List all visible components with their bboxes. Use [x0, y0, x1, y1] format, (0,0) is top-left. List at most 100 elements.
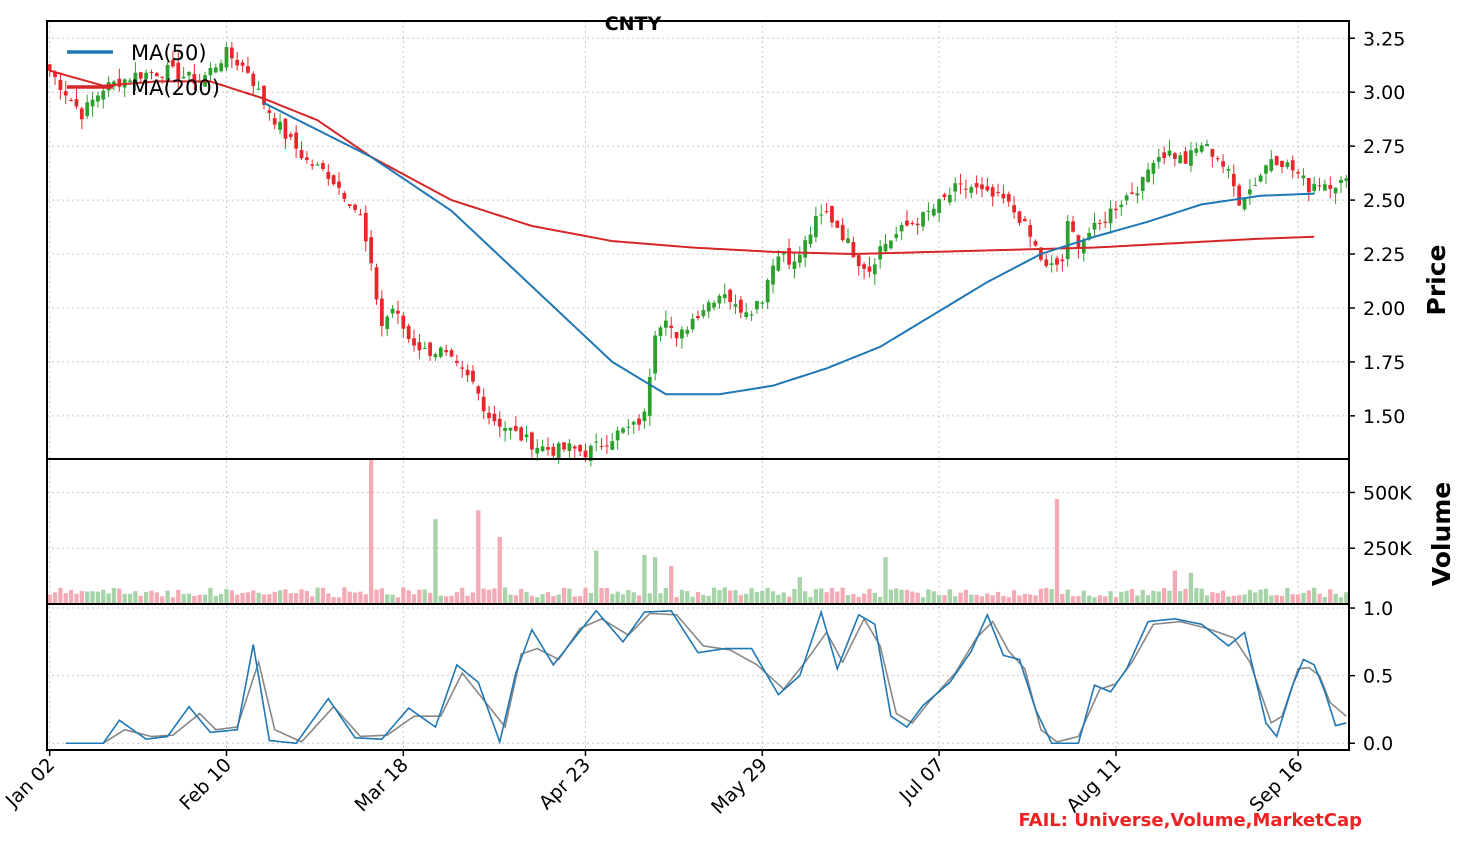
volume-bar [610, 593, 615, 604]
candle-body [658, 327, 663, 337]
volume-bar [352, 592, 358, 604]
candle-body [530, 432, 534, 450]
oscillator-y-tick-label: 0.0 [1363, 733, 1393, 755]
candle-body [899, 225, 904, 232]
candle-body [1108, 208, 1113, 224]
volume-bar [1145, 595, 1151, 604]
volume-bar [808, 597, 813, 604]
candle-body [85, 102, 90, 117]
candle-body [176, 62, 181, 80]
candle-body [1103, 221, 1108, 223]
candle-body [958, 183, 963, 185]
volume-bar [1092, 597, 1097, 604]
stoch-k-line [65, 609, 1347, 745]
candle-body [631, 421, 636, 425]
volume-bar [1162, 587, 1167, 604]
candle-body [637, 418, 641, 425]
volume-bar [572, 596, 577, 604]
fail-note: FAIL: Universe,Volume,MarketCap [1018, 810, 1362, 831]
volume-bar [52, 592, 58, 604]
volume-bar [486, 589, 492, 604]
volume-bar [1226, 596, 1231, 604]
x-tick-label: May 29 [707, 754, 772, 819]
volume-bar [845, 595, 851, 604]
volume-bar [79, 591, 84, 604]
volume-bar [160, 596, 165, 604]
volume-bar [545, 592, 551, 604]
candle-body [331, 175, 336, 185]
candle-body [830, 205, 834, 223]
candle-body [1167, 150, 1172, 156]
volume-bar [979, 596, 985, 604]
candle-body [449, 350, 454, 357]
candle-body [942, 194, 947, 198]
volume-bar [749, 588, 754, 604]
candle-body [883, 244, 888, 252]
candle-body [1028, 225, 1033, 237]
candle-body [610, 441, 615, 450]
volume-bar [567, 588, 572, 604]
candle-body [931, 208, 936, 216]
candle-body [771, 265, 775, 285]
volume-bar [872, 593, 877, 604]
candle-body [1290, 160, 1295, 171]
x-tick-label: Aug 11 [1062, 754, 1125, 817]
candle-body [208, 67, 213, 76]
candle-body [90, 99, 95, 107]
volume-bar [1001, 595, 1006, 604]
volume-bar [497, 537, 502, 604]
volume-bar [1049, 588, 1054, 604]
candle-body [621, 428, 625, 433]
volume-bar [631, 592, 636, 604]
candle-body [696, 315, 700, 319]
volume-bar [1065, 589, 1070, 604]
volume-bar [1237, 595, 1242, 604]
candle-body [765, 280, 770, 303]
candle-body [690, 318, 695, 330]
candle-body [417, 342, 422, 351]
volume-bar [524, 591, 529, 604]
candle-body [551, 446, 556, 456]
candle-body [1237, 185, 1242, 206]
volume-bar [245, 592, 251, 604]
candle-body [626, 426, 631, 428]
candle-body [235, 59, 240, 66]
volume-bar [374, 589, 379, 604]
volume-bar [1188, 572, 1194, 604]
volume-bar [1183, 588, 1188, 604]
candle-body [1264, 165, 1268, 174]
candle-body [128, 80, 132, 82]
volume-bar [760, 590, 765, 604]
volume-bar [1011, 590, 1017, 604]
volume-bar [969, 594, 974, 604]
volume-bar [331, 597, 336, 604]
candle-body [985, 186, 990, 191]
candle-body [487, 412, 491, 419]
volume-bar [513, 595, 518, 604]
volume-bar [1156, 591, 1161, 604]
volume-bar [620, 594, 626, 604]
volume-bar [1140, 589, 1145, 604]
volume-bar [840, 587, 845, 604]
candle-body [438, 347, 443, 357]
volume-bar [47, 594, 52, 604]
volume-bar [347, 591, 352, 604]
candle-body [856, 255, 861, 267]
volume-bar [754, 591, 760, 604]
volume-y-tick-label: 500K [1363, 482, 1412, 504]
candle-body [380, 298, 384, 327]
volume-bar [1317, 593, 1322, 604]
candle-body [149, 71, 154, 73]
volume-y-tick-label: 250K [1363, 538, 1412, 560]
candle-body [567, 443, 572, 452]
candle-body [154, 73, 159, 77]
volume-bar [1060, 594, 1065, 604]
candle-body [256, 88, 261, 90]
candle-body [1151, 162, 1156, 174]
volume-bar [786, 596, 792, 604]
candle-body [722, 294, 727, 299]
candle-body [937, 199, 941, 213]
volume-bar [294, 593, 299, 604]
volume-bar [143, 592, 149, 604]
candle-body [1065, 221, 1070, 260]
